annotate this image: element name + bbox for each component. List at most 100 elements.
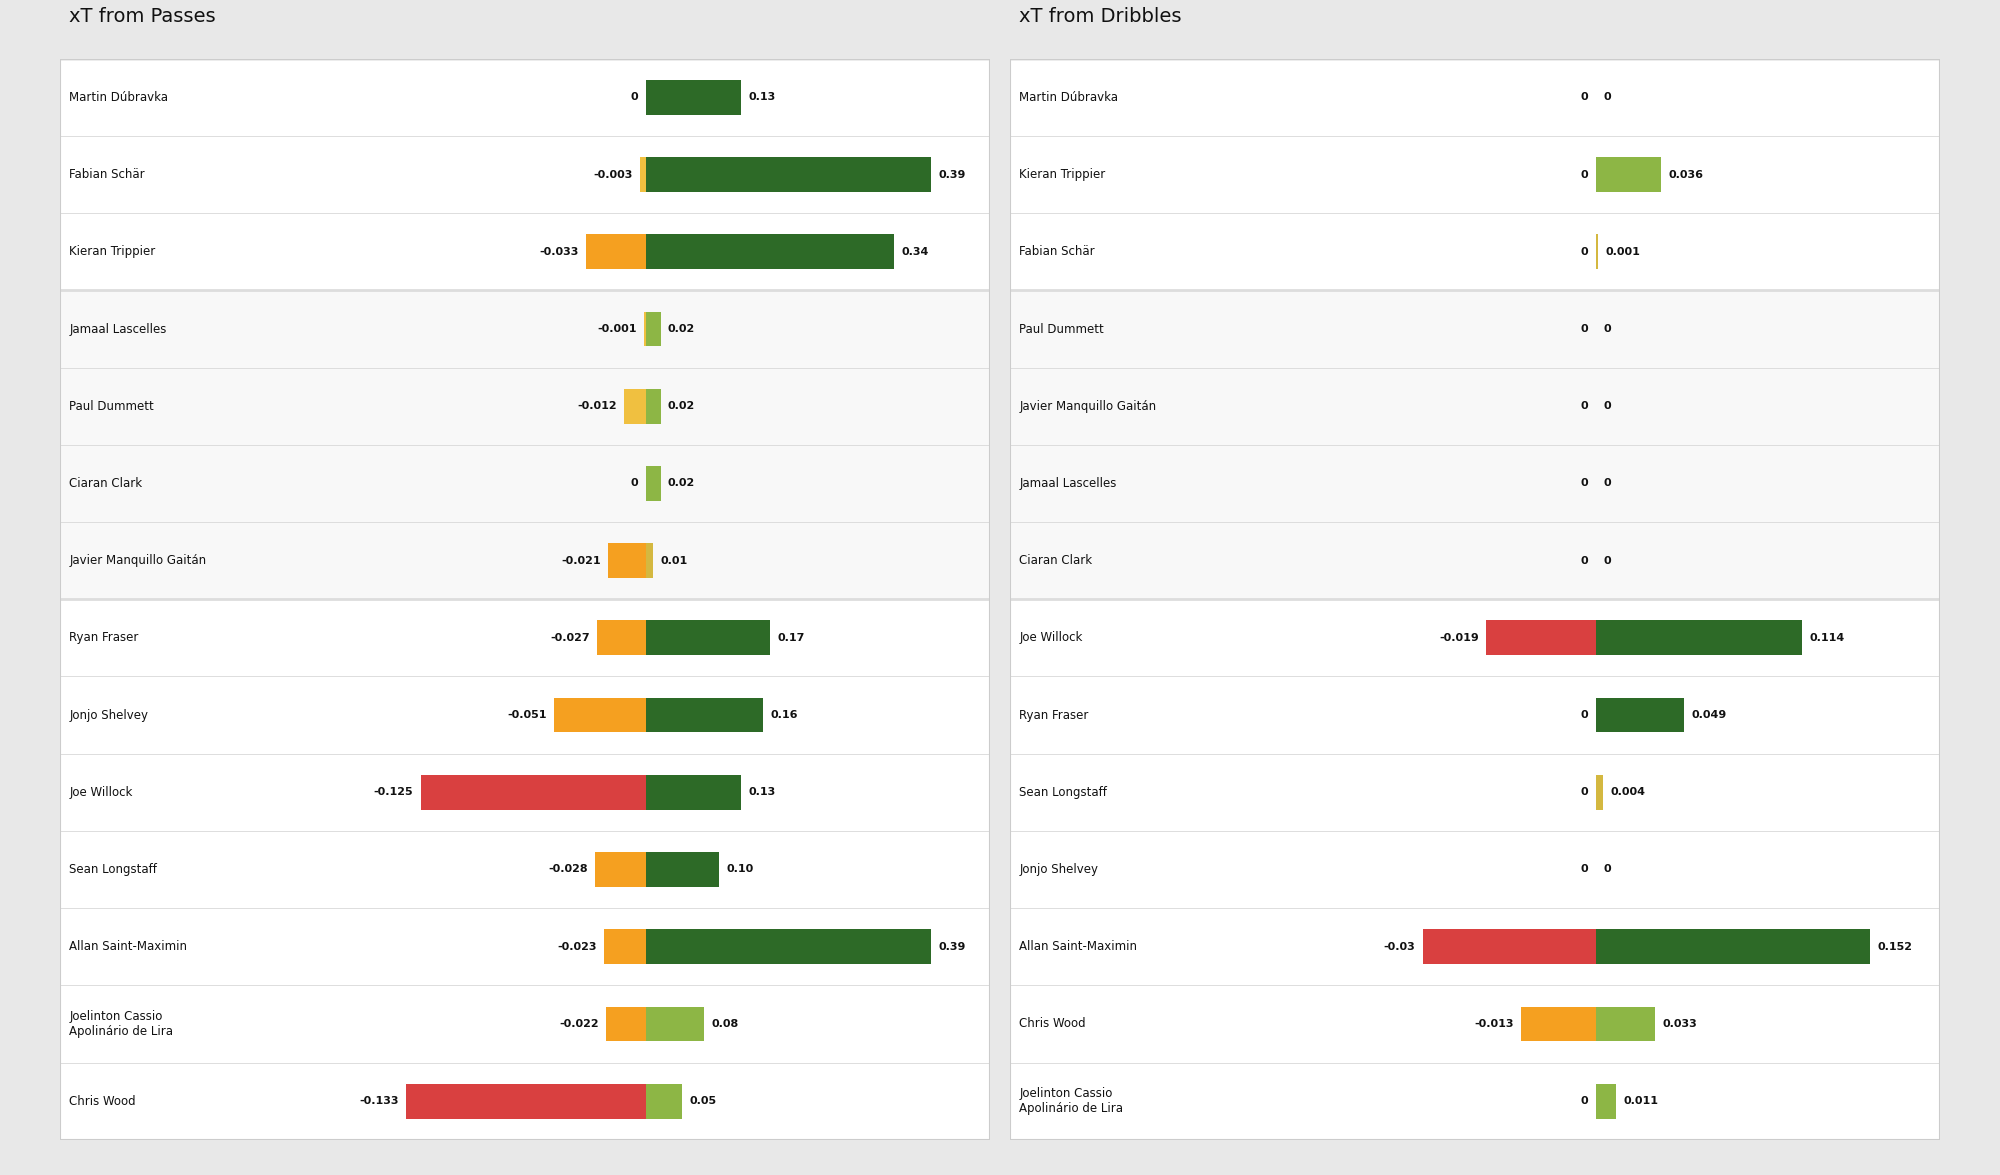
Bar [598, 620, 646, 656]
Bar [646, 776, 740, 810]
Text: Joe Willock: Joe Willock [70, 786, 132, 799]
Bar [606, 1007, 646, 1041]
Text: 0.114: 0.114 [1810, 633, 1844, 643]
Text: 0.02: 0.02 [668, 401, 696, 411]
Bar [646, 235, 894, 269]
Text: -0.003: -0.003 [594, 169, 634, 180]
Text: -0.013: -0.013 [1474, 1019, 1514, 1029]
Text: -0.051: -0.051 [508, 710, 546, 720]
Bar [640, 157, 646, 192]
Bar [646, 157, 930, 192]
Text: -0.001: -0.001 [598, 324, 636, 334]
Text: Joelinton Cassio
Apolinário de Lira: Joelinton Cassio Apolinário de Lira [1020, 1087, 1124, 1115]
Text: -0.125: -0.125 [374, 787, 414, 798]
Bar [646, 311, 660, 347]
Text: 0.02: 0.02 [668, 324, 696, 334]
Text: 0.13: 0.13 [748, 93, 776, 102]
Text: 0.02: 0.02 [668, 478, 696, 489]
Text: Ciaran Clark: Ciaran Clark [1020, 555, 1092, 568]
Bar [1520, 1007, 1596, 1041]
Bar [608, 543, 646, 578]
Text: 0: 0 [1580, 169, 1588, 180]
Bar [646, 466, 660, 501]
Bar [624, 389, 646, 423]
Text: 0.39: 0.39 [938, 169, 966, 180]
Bar [60, 290, 990, 599]
Text: 0: 0 [1580, 401, 1588, 411]
Bar [596, 852, 646, 887]
Text: Chris Wood: Chris Wood [1020, 1018, 1086, 1030]
Text: 0: 0 [1580, 1096, 1588, 1106]
Text: 0: 0 [1604, 93, 1610, 102]
Text: 0.34: 0.34 [902, 247, 930, 257]
Bar [646, 389, 660, 423]
Text: 0: 0 [1580, 556, 1588, 565]
Text: 0: 0 [630, 93, 638, 102]
Text: Kieran Trippier: Kieran Trippier [70, 246, 156, 258]
Text: Javier Manquillo Gaitán: Javier Manquillo Gaitán [1020, 400, 1156, 412]
Text: -0.021: -0.021 [560, 556, 600, 565]
Bar [586, 235, 646, 269]
Text: 0: 0 [1604, 401, 1610, 411]
Text: Fabian Schär: Fabian Schär [1020, 246, 1094, 258]
Text: Ryan Fraser: Ryan Fraser [70, 631, 138, 644]
Text: 0.17: 0.17 [778, 633, 804, 643]
Bar [646, 543, 654, 578]
Text: Allan Saint-Maximin: Allan Saint-Maximin [70, 940, 188, 953]
Text: -0.019: -0.019 [1440, 633, 1478, 643]
Bar [60, 599, 990, 1140]
Bar [1422, 929, 1596, 964]
Text: 0: 0 [1580, 710, 1588, 720]
Bar [646, 80, 740, 115]
Text: xT from Passes: xT from Passes [70, 7, 216, 26]
Text: Sean Longstaff: Sean Longstaff [70, 862, 158, 877]
Text: Chris Wood: Chris Wood [70, 1095, 136, 1108]
Text: 0.049: 0.049 [1692, 710, 1728, 720]
Text: Jonjo Shelvey: Jonjo Shelvey [70, 709, 148, 721]
Bar [646, 1083, 682, 1119]
Text: Sean Longstaff: Sean Longstaff [1020, 786, 1108, 799]
Text: xT from Dribbles: xT from Dribbles [1020, 7, 1182, 26]
Text: 0.033: 0.033 [1662, 1019, 1698, 1029]
Text: 0: 0 [1580, 478, 1588, 489]
Text: 0.05: 0.05 [690, 1096, 718, 1106]
Bar [604, 929, 646, 964]
Text: Ryan Fraser: Ryan Fraser [1020, 709, 1088, 721]
Text: 0: 0 [1604, 865, 1610, 874]
Bar [406, 1083, 646, 1119]
Text: Joelinton Cassio
Apolinário de Lira: Joelinton Cassio Apolinário de Lira [70, 1010, 174, 1038]
Text: 0: 0 [1580, 93, 1588, 102]
Bar [1596, 698, 1684, 732]
Text: 0: 0 [1580, 865, 1588, 874]
Text: 0: 0 [1604, 478, 1610, 489]
Text: -0.012: -0.012 [578, 401, 616, 411]
Text: 0: 0 [1604, 324, 1610, 334]
Text: Jamaal Lascelles: Jamaal Lascelles [1020, 477, 1116, 490]
Text: 0.152: 0.152 [1878, 941, 1912, 952]
Text: Joe Willock: Joe Willock [1020, 631, 1082, 644]
Text: Jonjo Shelvey: Jonjo Shelvey [1020, 862, 1098, 877]
Text: -0.133: -0.133 [360, 1096, 398, 1106]
Text: Paul Dummett: Paul Dummett [70, 400, 154, 412]
Bar [1596, 1083, 1616, 1119]
Text: Paul Dummett: Paul Dummett [1020, 322, 1104, 336]
Text: 0: 0 [630, 478, 638, 489]
Text: 0: 0 [1580, 324, 1588, 334]
Text: 0: 0 [1604, 556, 1610, 565]
Text: Fabian Schär: Fabian Schär [70, 168, 144, 181]
Text: -0.027: -0.027 [550, 633, 590, 643]
Text: 0.01: 0.01 [660, 556, 688, 565]
Text: 0.16: 0.16 [770, 710, 798, 720]
Bar [646, 620, 770, 656]
Text: 0.001: 0.001 [1606, 247, 1640, 257]
Text: Ciaran Clark: Ciaran Clark [70, 477, 142, 490]
Bar [1010, 599, 1940, 1140]
Bar [1596, 929, 1870, 964]
Bar [646, 698, 762, 732]
Bar [646, 852, 718, 887]
Text: Martin Dúbravka: Martin Dúbravka [70, 90, 168, 103]
Text: 0.011: 0.011 [1624, 1096, 1658, 1106]
Text: -0.033: -0.033 [540, 247, 578, 257]
Text: -0.023: -0.023 [558, 941, 598, 952]
Text: Kieran Trippier: Kieran Trippier [1020, 168, 1106, 181]
